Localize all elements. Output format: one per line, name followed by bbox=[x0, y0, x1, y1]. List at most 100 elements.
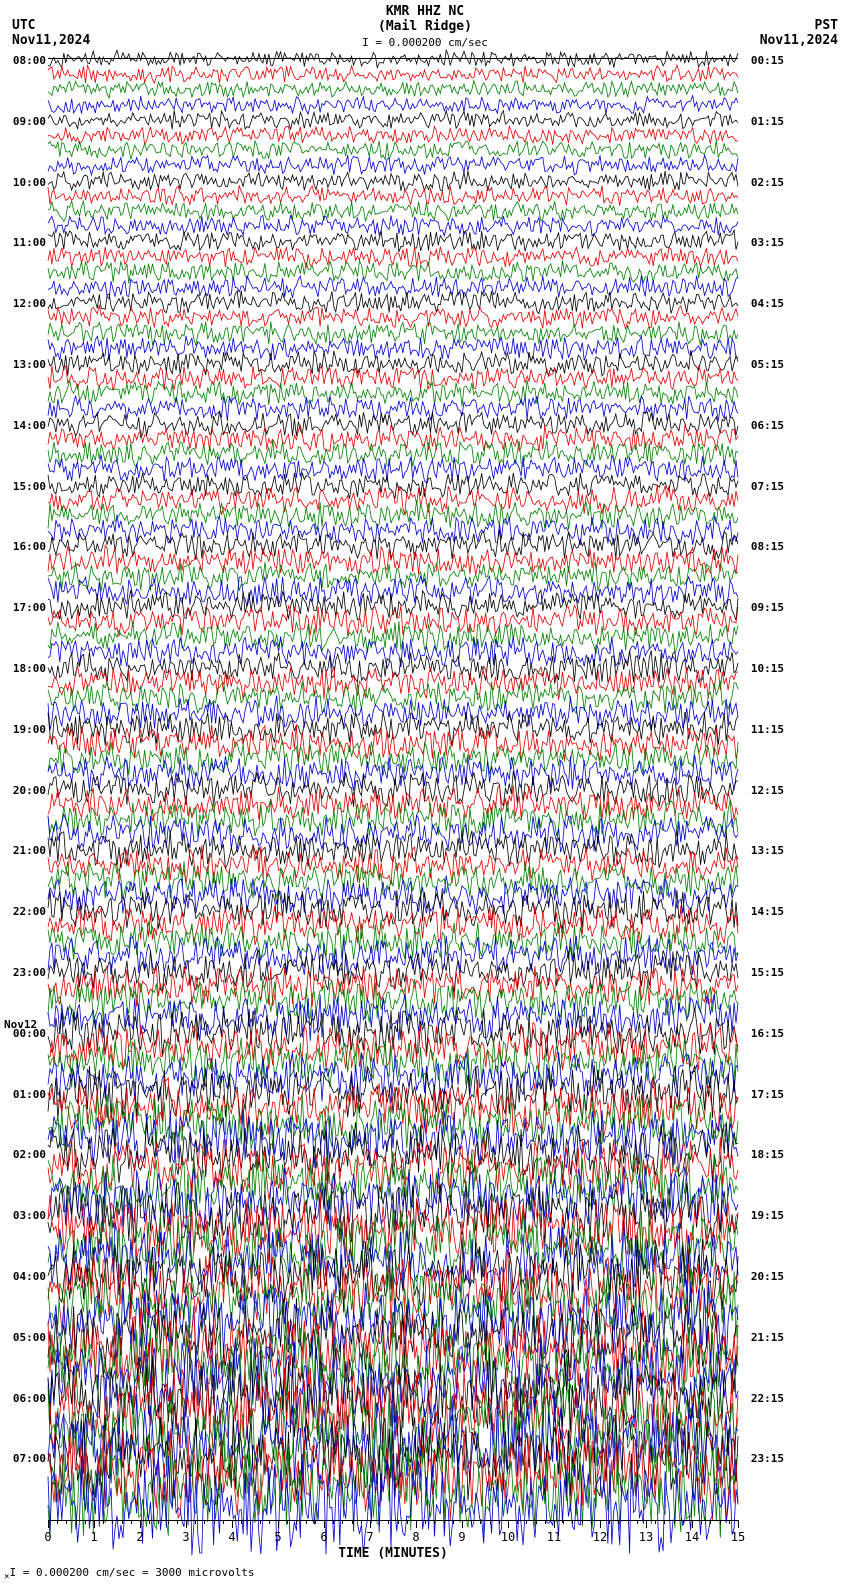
x-tick-minor bbox=[223, 1520, 224, 1524]
utc-time-label: 03:00 bbox=[4, 1209, 46, 1222]
pst-time-label: 09:15 bbox=[751, 601, 784, 614]
x-tick-label: 3 bbox=[182, 1530, 189, 1544]
pst-date: Nov11,2024 bbox=[760, 33, 838, 48]
x-tick-minor bbox=[545, 1520, 546, 1524]
x-tick-minor bbox=[526, 1520, 527, 1524]
x-tick-label: 1 bbox=[90, 1530, 97, 1544]
x-tick-minor bbox=[609, 1520, 610, 1524]
x-tick-label: 13 bbox=[639, 1530, 653, 1544]
utc-time-label: 07:00 bbox=[4, 1452, 46, 1465]
utc-time-label: 19:00 bbox=[4, 723, 46, 736]
utc-time-label: 04:00 bbox=[4, 1270, 46, 1283]
x-tick-minor bbox=[204, 1520, 205, 1524]
x-tick-label: 0 bbox=[44, 1530, 51, 1544]
x-tick bbox=[554, 1520, 555, 1528]
pst-time-label: 19:15 bbox=[751, 1209, 784, 1222]
x-tick-minor bbox=[103, 1520, 104, 1524]
x-tick-label: 2 bbox=[136, 1530, 143, 1544]
x-tick bbox=[692, 1520, 693, 1528]
x-tick-minor bbox=[536, 1520, 537, 1524]
x-tick-minor bbox=[333, 1520, 334, 1524]
pst-time-label: 01:15 bbox=[751, 115, 784, 128]
utc-time-label: 16:00 bbox=[4, 540, 46, 553]
x-tick-minor bbox=[168, 1520, 169, 1524]
x-tick-minor bbox=[655, 1520, 656, 1524]
x-tick-minor bbox=[66, 1520, 67, 1524]
station-title: KMR HHZ NC bbox=[0, 4, 850, 19]
pst-time-label: 07:15 bbox=[751, 480, 784, 493]
pst-time-label: 20:15 bbox=[751, 1270, 784, 1283]
pst-time-label: 11:15 bbox=[751, 723, 784, 736]
x-axis-line bbox=[48, 1520, 738, 1521]
seismogram-plot: 08:0000:1509:0001:1510:0002:1511:0003:15… bbox=[48, 58, 738, 1519]
x-tick-minor bbox=[260, 1520, 261, 1524]
utc-time-label: 01:00 bbox=[4, 1088, 46, 1101]
x-tick-minor bbox=[112, 1520, 113, 1524]
x-tick-minor bbox=[637, 1520, 638, 1524]
x-tick-minor bbox=[76, 1520, 77, 1524]
utc-time-label: 10:00 bbox=[4, 176, 46, 189]
x-tick bbox=[600, 1520, 601, 1528]
x-tick-minor bbox=[214, 1520, 215, 1524]
x-tick-minor bbox=[453, 1520, 454, 1524]
x-tick bbox=[232, 1520, 233, 1528]
x-tick-minor bbox=[177, 1520, 178, 1524]
x-tick-minor bbox=[674, 1520, 675, 1524]
utc-time-label: 11:00 bbox=[4, 236, 46, 249]
pst-time-label: 22:15 bbox=[751, 1392, 784, 1405]
x-tick-minor bbox=[122, 1520, 123, 1524]
x-tick-minor bbox=[664, 1520, 665, 1524]
pst-time-label: 17:15 bbox=[751, 1088, 784, 1101]
x-tick-minor bbox=[131, 1520, 132, 1524]
x-tick-label: 5 bbox=[274, 1530, 281, 1544]
pst-time-label: 14:15 bbox=[751, 905, 784, 918]
pst-time-label: 06:15 bbox=[751, 419, 784, 432]
x-tick-minor bbox=[490, 1520, 491, 1524]
x-tick-minor bbox=[517, 1520, 518, 1524]
x-tick bbox=[462, 1520, 463, 1528]
x-tick-minor bbox=[269, 1520, 270, 1524]
x-tick-label: 10 bbox=[501, 1530, 515, 1544]
utc-time-label: 12:00 bbox=[4, 297, 46, 310]
x-tick-minor bbox=[720, 1520, 721, 1524]
utc-time-label: 23:00 bbox=[4, 966, 46, 979]
pst-time-label: 21:15 bbox=[751, 1331, 784, 1344]
pst-time-label: 03:15 bbox=[751, 236, 784, 249]
x-tick-minor bbox=[480, 1520, 481, 1524]
x-tick bbox=[140, 1520, 141, 1528]
x-tick-minor bbox=[563, 1520, 564, 1524]
x-axis: TIME (MINUTES) 0123456789101112131415 bbox=[48, 1520, 738, 1560]
x-tick-minor bbox=[434, 1520, 435, 1524]
chart-header: KMR HHZ NC (Mail Ridge) I = 0.000200 cm/… bbox=[0, 4, 850, 49]
x-tick-minor bbox=[287, 1520, 288, 1524]
x-tick-label: 7 bbox=[366, 1530, 373, 1544]
x-tick-label: 15 bbox=[731, 1530, 745, 1544]
x-tick bbox=[186, 1520, 187, 1528]
x-tick-minor bbox=[241, 1520, 242, 1524]
seismogram-container: UTC Nov11,2024 KMR HHZ NC (Mail Ridge) I… bbox=[0, 0, 850, 1584]
x-tick-minor bbox=[572, 1520, 573, 1524]
x-tick-minor bbox=[444, 1520, 445, 1524]
x-tick bbox=[416, 1520, 417, 1528]
x-tick-minor bbox=[296, 1520, 297, 1524]
scale-indicator: I = 0.000200 cm/sec bbox=[0, 36, 850, 49]
x-tick-minor bbox=[388, 1520, 389, 1524]
pst-time-label: 10:15 bbox=[751, 662, 784, 675]
utc-time-label: 02:00 bbox=[4, 1148, 46, 1161]
x-tick-minor bbox=[729, 1520, 730, 1524]
x-tick-minor bbox=[499, 1520, 500, 1524]
pst-time-label: 18:15 bbox=[751, 1148, 784, 1161]
scale-text: = 0.000200 cm/sec bbox=[375, 36, 488, 49]
x-tick bbox=[278, 1520, 279, 1528]
x-tick-minor bbox=[250, 1520, 251, 1524]
pst-time-label: 08:15 bbox=[751, 540, 784, 553]
x-tick-minor bbox=[618, 1520, 619, 1524]
x-tick-minor bbox=[315, 1520, 316, 1524]
x-tick-minor bbox=[352, 1520, 353, 1524]
x-tick-minor bbox=[425, 1520, 426, 1524]
x-tick bbox=[94, 1520, 95, 1528]
pst-time-label: 16:15 bbox=[751, 1027, 784, 1040]
x-axis-label: TIME (MINUTES) bbox=[48, 1546, 738, 1561]
pst-time-label: 12:15 bbox=[751, 784, 784, 797]
utc-time-label: 13:00 bbox=[4, 358, 46, 371]
